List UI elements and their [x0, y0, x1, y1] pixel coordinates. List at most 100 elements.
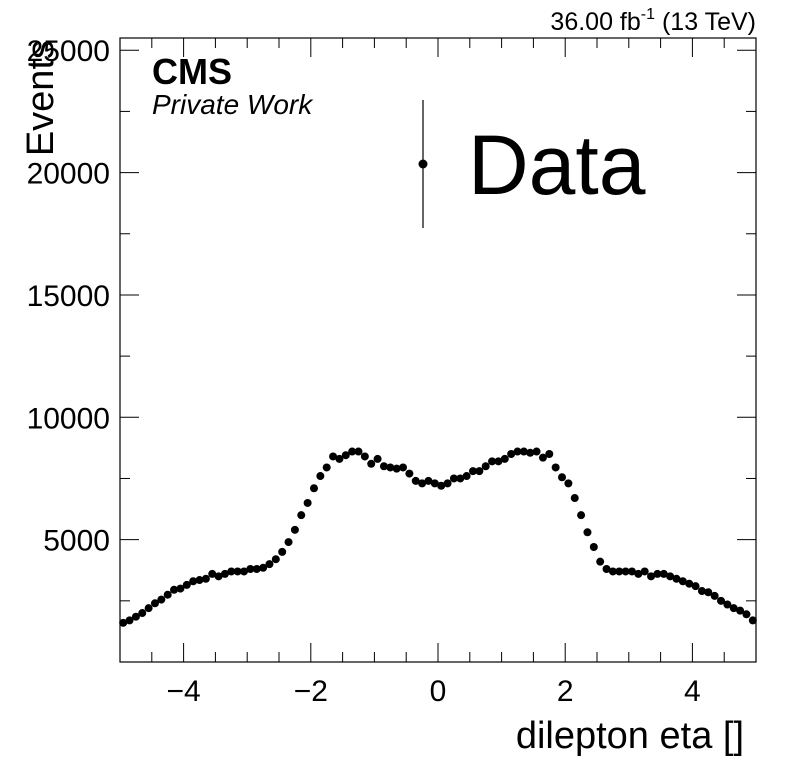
lumi-label: 36.00 fb-1 (13 TeV) [550, 6, 756, 36]
y-tick-labels: 5000 10000 15000 20000 25000 [27, 35, 110, 557]
data-point [430, 479, 439, 488]
data-point [424, 476, 433, 485]
data-point [297, 511, 306, 520]
cms-label: CMS [152, 51, 232, 92]
data-point [596, 557, 605, 566]
data-point [456, 474, 465, 483]
data-point [729, 604, 738, 613]
lumi-exponent: -1 [641, 6, 655, 23]
data-point [583, 528, 592, 537]
data-point [220, 569, 229, 578]
data-point [500, 454, 509, 463]
y-tick-label: 15000 [27, 280, 110, 313]
data-point [373, 454, 382, 463]
data-point [144, 604, 153, 613]
data-point [443, 479, 452, 488]
data-point [170, 585, 179, 594]
data-point [125, 616, 134, 625]
data-point [513, 447, 522, 456]
data-point [647, 572, 656, 581]
data-point [367, 459, 376, 468]
private-work-label: Private Work [152, 89, 314, 120]
x-tick-labels: −4 −2 0 2 4 [166, 675, 700, 708]
data-point [208, 569, 217, 578]
data-point [335, 454, 344, 463]
data-point [748, 616, 757, 625]
data-point [589, 542, 598, 551]
legend-marker [418, 159, 428, 169]
data-point [551, 463, 560, 472]
data-point [163, 590, 172, 599]
data-point [723, 600, 732, 609]
x-tick-label: −2 [294, 675, 328, 708]
energy-label: (13 TeV) [655, 8, 756, 36]
data-point [437, 481, 446, 490]
data-point [265, 560, 274, 569]
data-point [322, 463, 331, 472]
data-point [290, 525, 299, 534]
y-tick-label: 25000 [27, 35, 110, 68]
data-point [666, 572, 675, 581]
data-point [386, 463, 395, 472]
data-point [418, 479, 427, 488]
data-point [691, 582, 700, 591]
data-point [360, 452, 369, 461]
data-point [545, 450, 554, 458]
data-point [284, 538, 293, 547]
data-point [558, 473, 567, 482]
data-point [615, 567, 624, 576]
data-point [678, 577, 687, 586]
data-point [348, 447, 357, 456]
error-bars [122, 449, 754, 624]
data-point [538, 453, 547, 462]
data-point [341, 451, 350, 460]
data-point [227, 567, 236, 576]
data-point [659, 569, 668, 578]
data-point [240, 567, 249, 576]
y-axis-title: Events [20, 40, 62, 156]
data-point [717, 596, 726, 605]
data-point [316, 472, 325, 481]
data-point [405, 469, 414, 478]
data-point [481, 462, 490, 471]
data-point [150, 599, 159, 608]
data-point [329, 452, 338, 461]
x-tick-label: 2 [557, 675, 574, 708]
lumi-value: 36.00 fb [550, 8, 640, 36]
data-point [233, 567, 242, 576]
data-point [411, 476, 420, 485]
data-point [278, 547, 287, 556]
y-tick-label: 10000 [27, 402, 110, 435]
x-axis-title: dilepton eta [] [516, 715, 744, 757]
data-point [602, 565, 611, 574]
data-point [570, 494, 579, 503]
data-point [526, 448, 535, 457]
data-point [138, 609, 147, 618]
data-point [532, 447, 541, 456]
data-point [303, 498, 312, 507]
legend-entry-data: Data [468, 118, 646, 212]
data-point [488, 457, 497, 466]
data-point [379, 462, 388, 471]
data-point [309, 484, 318, 493]
data-point [119, 618, 128, 627]
data-point [710, 591, 719, 600]
y-tick-label: 20000 [27, 158, 110, 191]
data-point [685, 579, 694, 588]
data-point [627, 567, 636, 576]
data-point [697, 587, 706, 596]
data-point [621, 567, 630, 576]
data-point [507, 450, 516, 458]
data-point [653, 569, 662, 578]
data-point [182, 580, 191, 589]
data-point [564, 479, 573, 488]
data-point [519, 447, 528, 456]
x-tick-label: 0 [430, 675, 447, 708]
data-point [608, 567, 617, 576]
x-tick-label: −4 [166, 675, 200, 708]
y-tick-label: 5000 [43, 525, 110, 558]
data-point [259, 563, 268, 572]
data-point [742, 610, 751, 619]
data-point [468, 467, 477, 476]
data-point [634, 569, 643, 578]
